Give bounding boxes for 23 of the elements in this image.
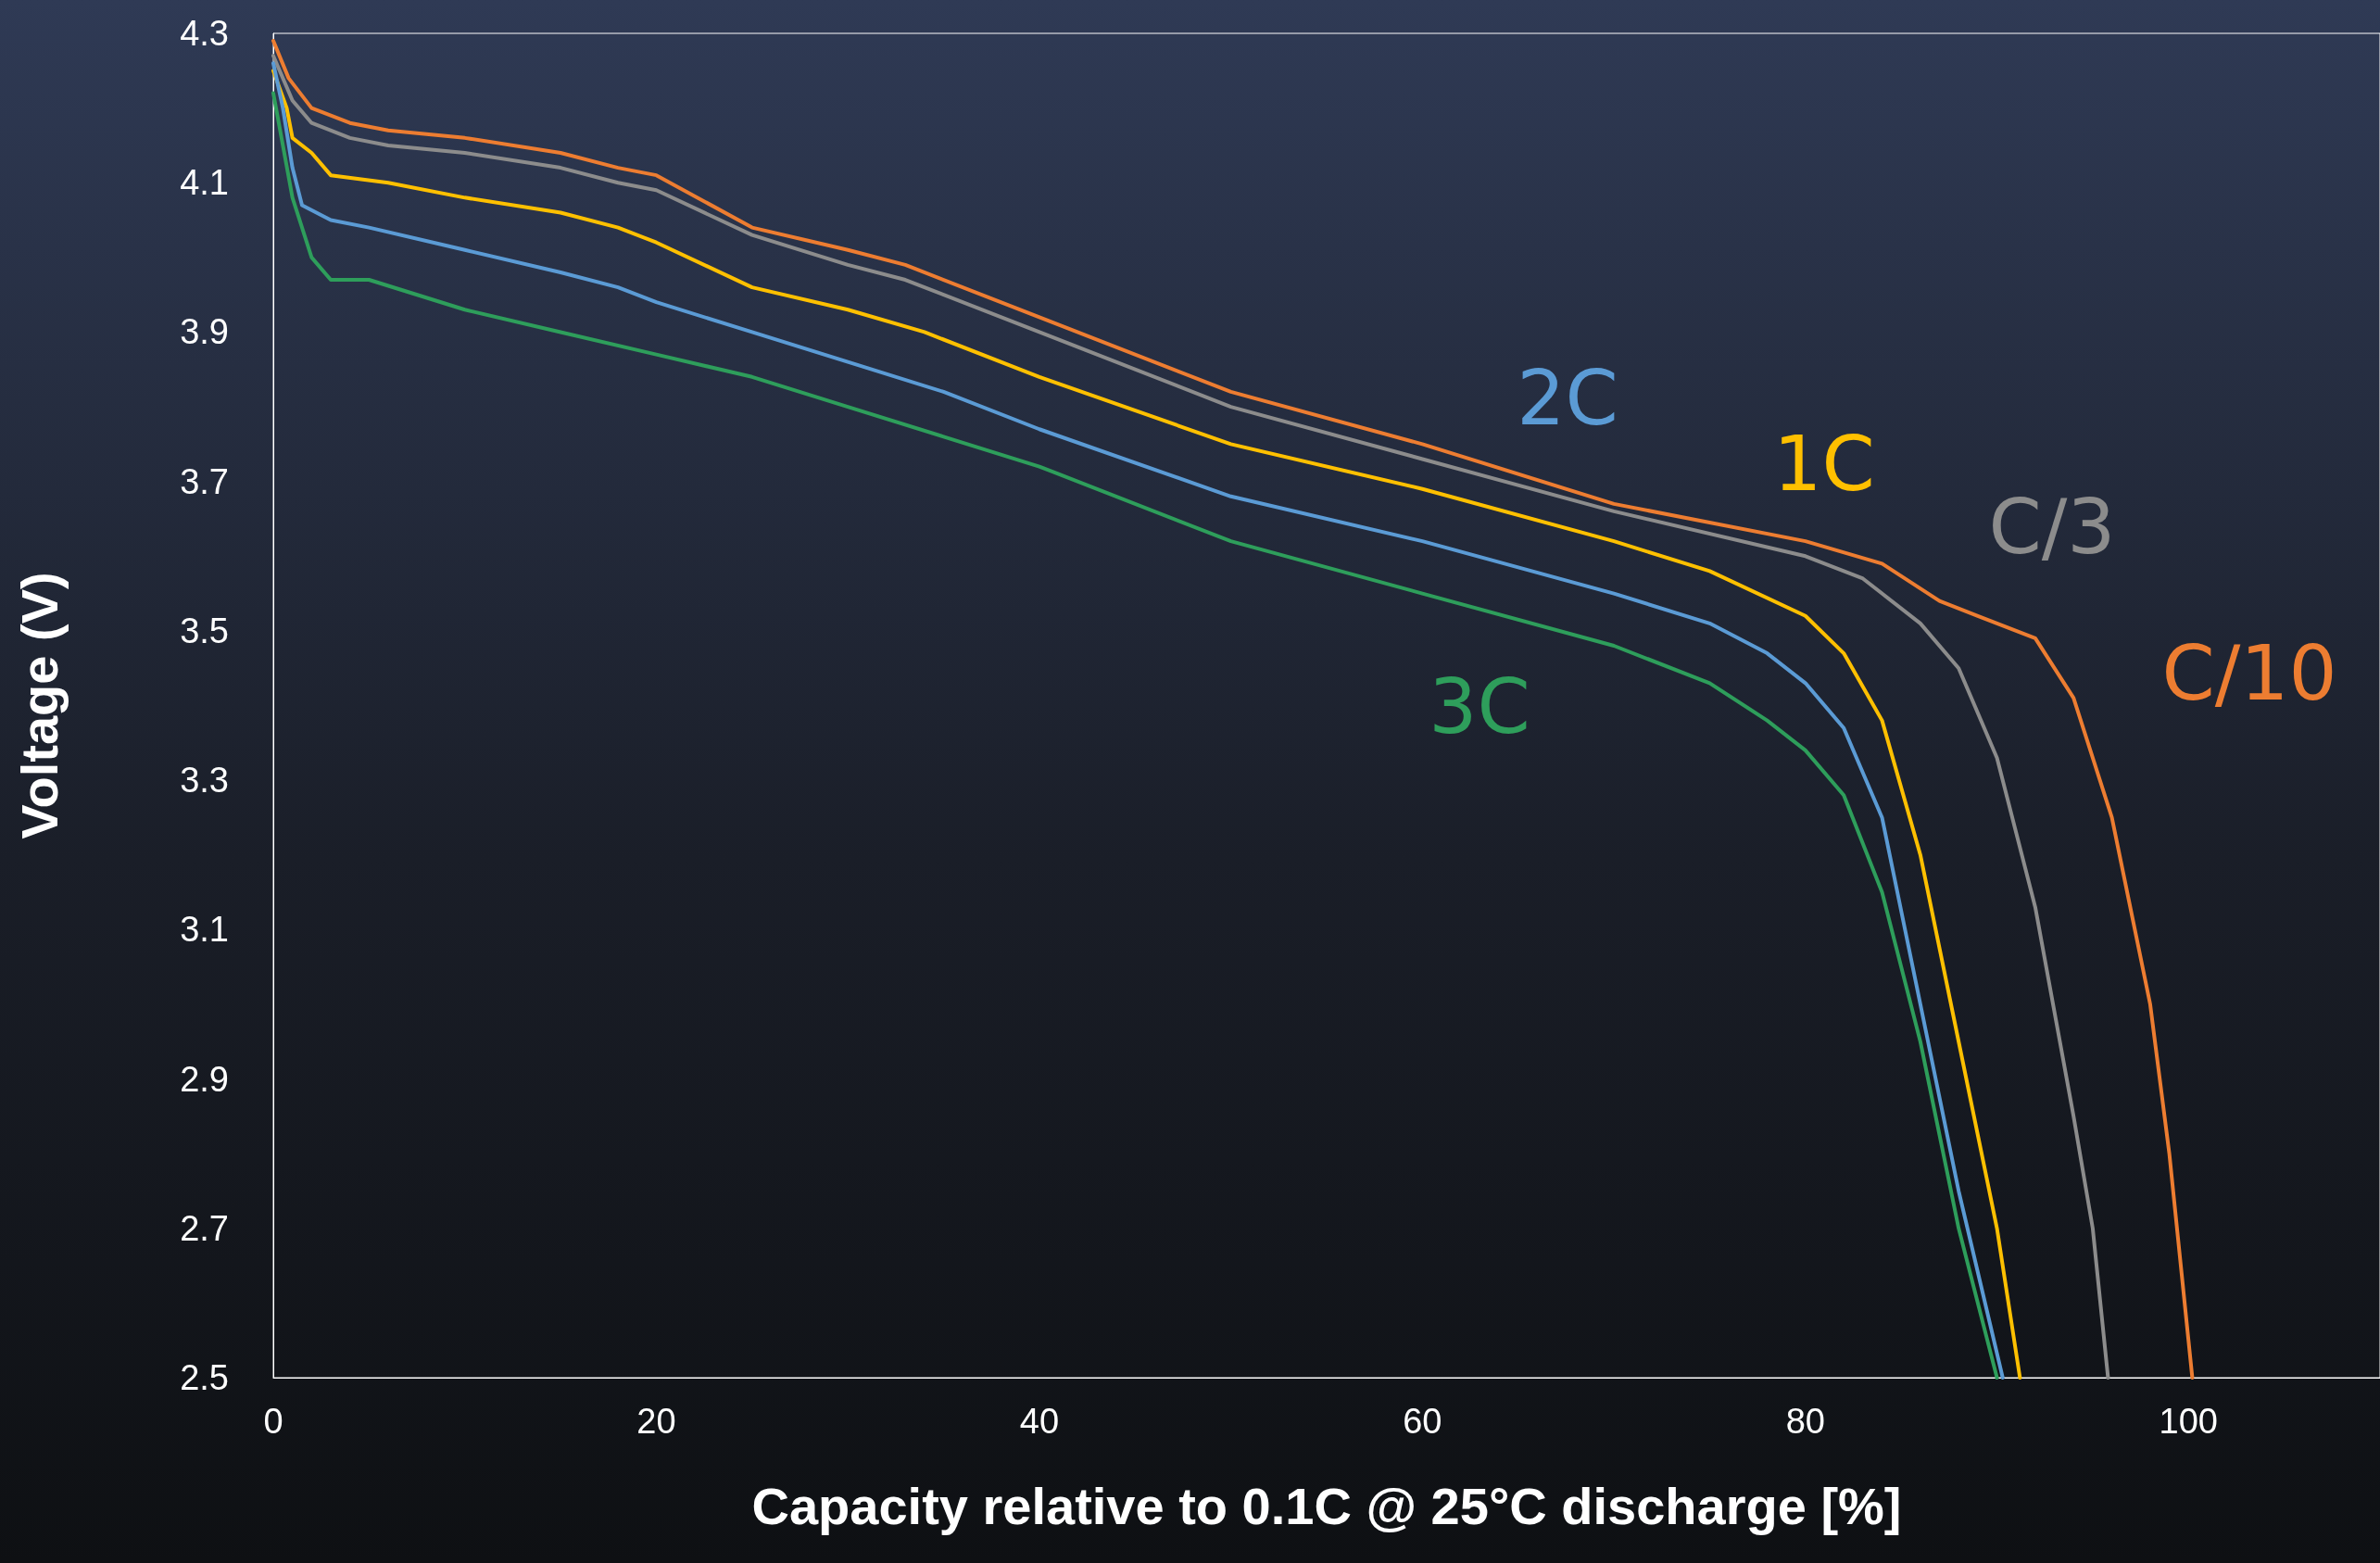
x-tick-label: 0 — [263, 1402, 283, 1441]
y-tick-label: 3.5 — [180, 611, 229, 650]
series-label: 2C — [1517, 353, 1618, 442]
y-tick-label: 3.1 — [180, 910, 229, 950]
series-label: C/3 — [1988, 482, 2116, 571]
y-tick-label: 3.7 — [180, 461, 229, 501]
y-tick-label: 2.5 — [180, 1358, 229, 1397]
x-axis-title: Capacity relative to 0.1C @ 25°C discharge [%] — [751, 1476, 1902, 1535]
series-label: 3C — [1429, 662, 1530, 750]
y-tick-label: 4.3 — [180, 14, 229, 53]
y-tick-label: 3.9 — [180, 312, 229, 352]
x-tick-label: 60 — [1403, 1402, 1442, 1441]
y-tick-label: 3.3 — [180, 761, 229, 800]
y-tick-label: 2.9 — [180, 1059, 229, 1099]
series-label: 1C — [1773, 419, 1875, 508]
y-axis-title: Voltage (V) — [9, 572, 69, 839]
series-label: C/10 — [2161, 628, 2337, 717]
y-tick-label: 4.1 — [180, 163, 229, 203]
x-tick-label: 20 — [636, 1402, 676, 1441]
x-tick-label: 40 — [1019, 1402, 1060, 1441]
y-tick-label: 2.7 — [180, 1208, 229, 1248]
x-tick-label: 80 — [1785, 1402, 1825, 1441]
x-tick-label: 100 — [2159, 1402, 2218, 1441]
